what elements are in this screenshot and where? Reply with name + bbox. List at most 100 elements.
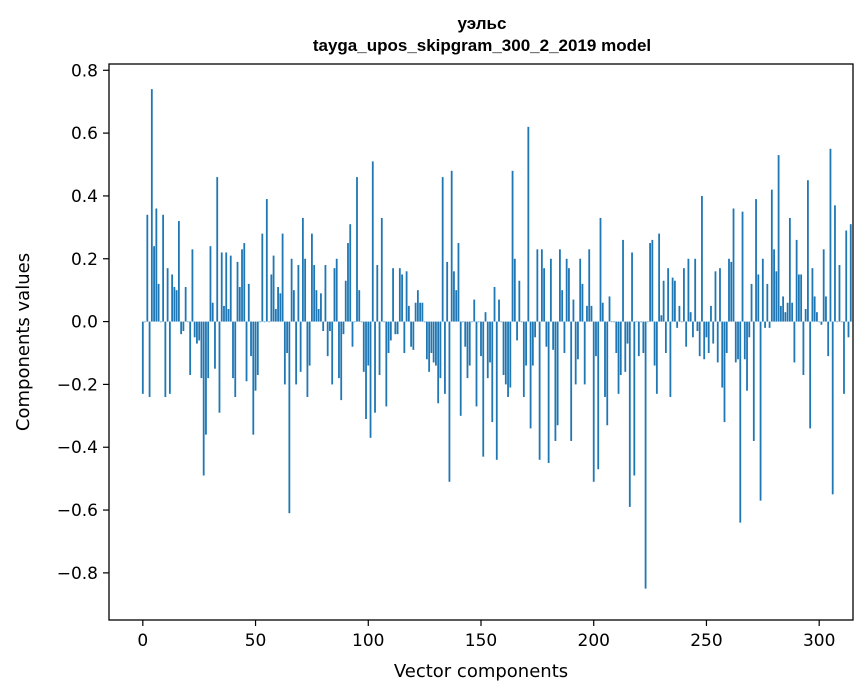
bar-313 <box>847 321 850 338</box>
bar-30 <box>209 246 212 322</box>
chart-subtitle: tayga_upos_skipgram_300_2_2019 model <box>313 36 651 55</box>
bar-250 <box>705 321 708 338</box>
bar-209 <box>613 321 615 323</box>
bar-93 <box>351 321 354 347</box>
bar-141 <box>459 321 462 416</box>
bar-143 <box>464 321 467 347</box>
x-tick-label: 250 <box>690 631 722 651</box>
y-tick-label: 0.2 <box>71 250 98 270</box>
bar-168 <box>520 321 523 323</box>
bar-177 <box>540 249 543 322</box>
bar-258 <box>723 321 726 423</box>
x-axis-ticks: 0 50 100 150 200 250 300 <box>137 620 835 651</box>
bar-58 <box>272 255 275 322</box>
bar-103 <box>374 321 376 413</box>
bar-111 <box>392 268 394 322</box>
bar-62 <box>281 233 284 322</box>
bar-67 <box>292 290 295 322</box>
bar-122 <box>416 290 419 322</box>
bar-4 <box>150 89 153 322</box>
bar-156 <box>493 287 496 322</box>
bar-146 <box>471 321 473 323</box>
bar-138 <box>453 271 455 322</box>
bar-289 <box>793 321 796 363</box>
bar-179 <box>545 321 548 347</box>
bar-92 <box>349 224 352 322</box>
bar-118 <box>407 305 410 322</box>
bar-9 <box>162 214 165 322</box>
bar-299 <box>816 312 818 322</box>
bar-241 <box>685 321 688 347</box>
bar-249 <box>703 321 706 360</box>
bar-235 <box>671 277 674 322</box>
bar-61 <box>279 293 282 322</box>
bar-282 <box>777 155 780 322</box>
bar-172 <box>529 321 532 429</box>
bar-161 <box>504 321 507 385</box>
bar-178 <box>543 268 546 322</box>
y-axis-label: Components values <box>13 253 34 431</box>
bar-219 <box>635 321 638 323</box>
bar-68 <box>295 321 298 385</box>
bar-308 <box>836 321 839 323</box>
bar-35 <box>220 252 223 322</box>
x-tick-label: 300 <box>803 631 835 651</box>
bar-88 <box>340 321 343 401</box>
bar-33 <box>216 177 219 322</box>
bar-283 <box>779 305 782 322</box>
bar-84 <box>331 321 334 385</box>
bar-108 <box>385 321 388 407</box>
bar-50 <box>254 321 257 391</box>
bar-182 <box>552 321 555 350</box>
bar-176 <box>538 321 541 460</box>
bar-145 <box>468 321 471 366</box>
bar-124 <box>421 302 424 322</box>
bar-273 <box>757 274 760 322</box>
bar-53 <box>261 233 264 322</box>
x-tick-label: 0 <box>137 631 148 651</box>
bar-87 <box>338 321 340 379</box>
bar-311 <box>843 321 845 394</box>
bar-136 <box>448 321 451 482</box>
bar-137 <box>450 170 453 322</box>
bar-201 <box>595 321 597 357</box>
bar-100 <box>367 321 370 366</box>
bar-36 <box>223 305 225 322</box>
bar-23 <box>193 321 196 338</box>
bar-142 <box>462 321 464 323</box>
bar-73 <box>306 321 309 397</box>
bar-130 <box>435 321 437 366</box>
bar-144 <box>466 321 469 379</box>
bar-6 <box>155 208 158 322</box>
bar-162 <box>507 321 509 397</box>
bar-132 <box>439 321 442 379</box>
bar-232 <box>664 321 667 353</box>
bar-91 <box>347 243 349 322</box>
bar-17 <box>180 321 183 335</box>
bar-114 <box>398 268 401 322</box>
bar-208 <box>610 321 613 323</box>
bar-239 <box>680 321 683 323</box>
bar-222 <box>642 321 645 353</box>
bar-213 <box>622 239 624 322</box>
bar-10 <box>164 321 167 397</box>
bar-259 <box>725 321 728 353</box>
bar-252 <box>710 305 712 322</box>
bar-152 <box>484 312 487 322</box>
bar-166 <box>516 321 518 341</box>
bar-81 <box>324 265 327 322</box>
bar-274 <box>759 321 762 501</box>
bar-126 <box>425 321 428 360</box>
bar-147 <box>473 299 476 322</box>
bar-253 <box>712 321 715 344</box>
bar-242 <box>687 258 690 322</box>
bar-173 <box>531 321 534 366</box>
bar-96 <box>358 290 361 322</box>
bar-159 <box>500 321 503 323</box>
bar-115 <box>401 274 403 322</box>
bar-262 <box>732 208 735 322</box>
bar-271 <box>752 321 755 441</box>
bar-32 <box>214 321 216 369</box>
bar-233 <box>667 268 670 322</box>
bar-277 <box>766 283 769 322</box>
